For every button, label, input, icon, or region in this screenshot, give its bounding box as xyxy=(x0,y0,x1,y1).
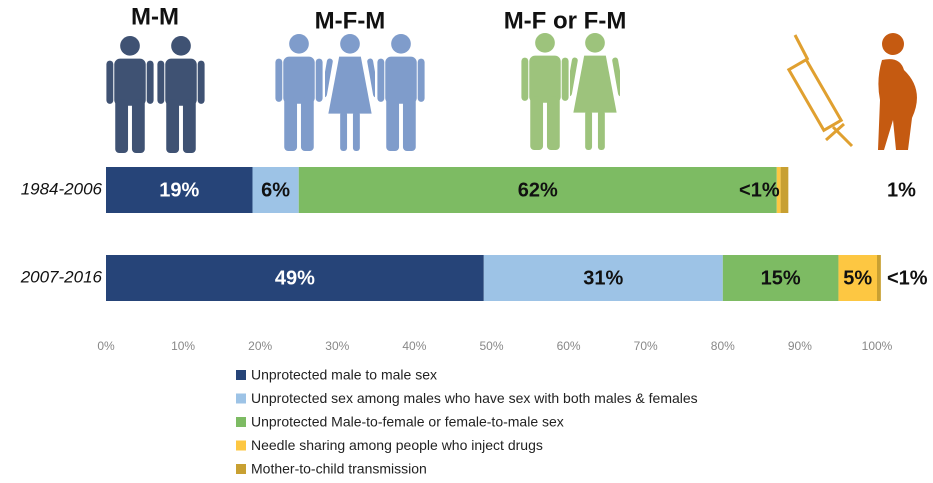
legend-label: Unprotected male to male sex xyxy=(251,367,437,383)
bar-segment xyxy=(106,255,484,301)
bar-segment xyxy=(483,255,723,301)
x-tick-label: 10% xyxy=(171,339,195,353)
x-tick-label: 50% xyxy=(479,339,503,353)
bar-segment xyxy=(298,167,777,213)
data-label: 5% xyxy=(843,267,872,289)
group-label: M-F-M xyxy=(315,7,386,34)
bar-segment xyxy=(776,167,781,213)
data-label: 15% xyxy=(761,267,801,289)
bar-segment xyxy=(252,167,299,213)
x-tick-label: 40% xyxy=(402,339,426,353)
data-label: 62% xyxy=(518,179,558,201)
category-label: 2007-2016 xyxy=(20,267,103,286)
data-label: 6% xyxy=(261,179,290,201)
bar-segment xyxy=(877,255,881,301)
data-label: 31% xyxy=(583,267,623,289)
icon-mfm xyxy=(275,33,425,151)
icon-mm xyxy=(106,35,205,153)
x-tick-label: 90% xyxy=(788,339,812,353)
bar-segment xyxy=(780,167,789,213)
group-label: M-F or F-M xyxy=(504,7,627,34)
icon-mf xyxy=(521,32,620,150)
legend-swatch xyxy=(236,417,246,427)
legend-swatch xyxy=(236,370,246,380)
x-tick-label: 60% xyxy=(557,339,581,353)
legend-swatch xyxy=(236,393,246,404)
legend-swatch xyxy=(236,464,246,474)
group-label: M-M xyxy=(131,3,179,30)
data-label: <1% xyxy=(739,179,780,201)
data-label: <1% xyxy=(887,267,928,289)
bar-segment xyxy=(838,255,877,301)
legend-label: Unprotected Male-to-female or female-to-… xyxy=(251,414,564,430)
data-label: 49% xyxy=(275,267,315,289)
x-tick-label: 70% xyxy=(634,339,658,353)
x-tick-label: 80% xyxy=(711,339,735,353)
legend-label: Unprotected sex among males who have sex… xyxy=(251,390,698,406)
icon-pregnant xyxy=(878,33,917,150)
bar-segment xyxy=(722,255,839,301)
x-tick-label: 20% xyxy=(248,339,272,353)
bar-segment xyxy=(106,167,253,213)
data-label: 19% xyxy=(159,179,199,201)
legend-swatch xyxy=(236,440,246,451)
x-tick-label: 0% xyxy=(97,339,115,353)
icon-syringe xyxy=(786,34,854,148)
x-tick-label: 100% xyxy=(862,339,893,353)
category-label: 1984-2006 xyxy=(21,179,103,198)
data-label: 1% xyxy=(887,179,916,201)
legend-label: Needle sharing among people who inject d… xyxy=(251,437,543,453)
x-tick-label: 30% xyxy=(325,339,349,353)
legend-label: Mother-to-child transmission xyxy=(251,461,427,477)
